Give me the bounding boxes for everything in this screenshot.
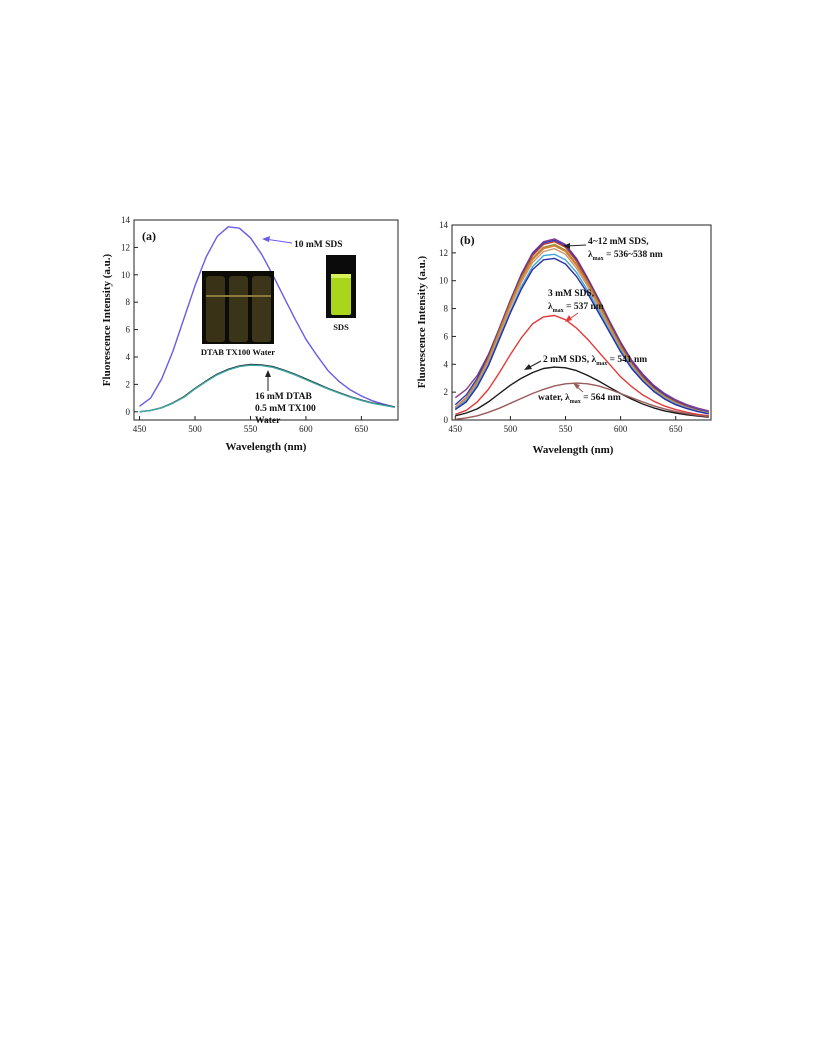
a-xtick-label: 650 [355, 424, 369, 434]
a-ytick-label: 2 [126, 379, 131, 389]
chart-panel-a: 0 2 4 6 8 10 12 14 450 500 550 600 650 (a) Waveleng… [101, 215, 399, 453]
a-ytick-label: 14 [121, 215, 131, 225]
vial-dtab [206, 276, 225, 342]
water-label-b: water, λmax = 564 nm [538, 393, 621, 405]
a-ytick-label: 8 [126, 297, 131, 307]
y-ticks-b: 0 2 4 6 8 10 12 14 [439, 220, 456, 425]
inset-left-caption: DTAB TX100 Water [201, 347, 275, 357]
water-label-a: Water [255, 416, 281, 426]
b-series-line-11 [455, 382, 709, 420]
b-ytick-label: 0 [444, 415, 449, 425]
vial-meniscus-left [206, 295, 271, 297]
b-ytick-label: 4 [444, 359, 449, 369]
b-series-line-1 [454, 238, 709, 412]
a-xtick-label: 600 [299, 424, 313, 434]
vial-sds-meniscus [331, 274, 351, 278]
sds3-lambda: λmax = 537 nm [548, 302, 604, 314]
tx100-label-a: 0.5 mM TX100 [255, 404, 316, 414]
b-ytick-label: 14 [439, 220, 449, 230]
sds-range-lambda: λmax = 536~538 nm [588, 250, 663, 262]
a-ytick-label: 4 [126, 352, 131, 362]
water-arrowhead-b [573, 383, 580, 389]
a-xtick-label: 550 [244, 424, 258, 434]
sds-label-a: 10 mM SDS [294, 240, 343, 250]
y-axis-label-a: Fluorescence Intensity (a.u.) [101, 253, 113, 386]
b-ytick-label: 8 [444, 304, 449, 314]
inset-right-caption: SDS [333, 322, 349, 332]
plot-frame-b [451, 224, 712, 421]
panel-label-b: (b) [460, 233, 475, 247]
a-ytick-label: 6 [126, 325, 131, 335]
a-ytick-label: 0 [126, 407, 131, 417]
a-series-line-3 [139, 364, 395, 413]
b-xtick-label: 450 [449, 424, 463, 434]
b-xtick-label: 600 [614, 424, 628, 434]
sds-range-label: 4~12 mM SDS, [588, 237, 649, 247]
b-ytick-label: 12 [439, 248, 448, 258]
x-ticks-b: 450 500 550 600 650 [449, 416, 683, 434]
b-ytick-label: 6 [444, 331, 449, 341]
a-xtick-label: 500 [188, 424, 202, 434]
sds-arrowhead-a [262, 236, 270, 242]
dtab-label-a: 16 mM DTAB [255, 392, 312, 402]
a-ytick-label: 12 [121, 242, 130, 252]
a-ytick-label: 10 [121, 270, 131, 280]
x-axis-label-b: Wavelength (nm) [533, 444, 614, 456]
sds-range-arrowhead-b [563, 243, 570, 249]
b-ytick-label: 2 [444, 387, 449, 397]
sds2-label: 2 mM SDS, λmax = 541 nm [543, 355, 647, 367]
sds2-arrowhead [524, 364, 532, 370]
vial-photo-right [326, 255, 356, 318]
chart-panel-b: 0 2 4 6 8 10 12 14 450 500 550 600 650 (b) Waveleng… [416, 220, 712, 456]
b-series-line-9 [455, 314, 709, 417]
vial-water [252, 276, 271, 342]
series-lines-a [139, 226, 395, 413]
sds3-arrowhead [565, 315, 572, 322]
vial-photo-left [202, 271, 274, 344]
series-lines-b [454, 238, 709, 420]
dtab-arrowhead-a [265, 370, 271, 377]
b-series-line-10 [455, 366, 709, 418]
a-xtick-label: 450 [133, 424, 147, 434]
vial-sds [331, 276, 351, 315]
sds-arrow-a [264, 238, 293, 244]
a-series-line-1 [139, 226, 395, 408]
vial-tx100 [229, 276, 248, 342]
b-xtick-label: 650 [669, 424, 683, 434]
b-series-line-2 [454, 239, 709, 413]
b-xtick-label: 500 [504, 424, 518, 434]
sds-range-arrow-b [566, 244, 587, 247]
b-series-line-8 [454, 257, 709, 415]
y-axis-label-b: Fluorescence Intensity (a.u.) [416, 255, 428, 388]
sds3-label: 3 mM SDS, [548, 289, 595, 299]
x-ticks-a: 450 500 550 600 650 [133, 416, 369, 434]
b-xtick-label: 550 [559, 424, 573, 434]
b-ytick-label: 10 [439, 276, 449, 286]
y-ticks-a: 0 2 4 6 8 10 12 14 [121, 215, 138, 417]
x-axis-label-a: Wavelength (nm) [226, 441, 307, 453]
plot-frame-a [133, 219, 399, 421]
panel-label-a: (a) [142, 229, 156, 243]
